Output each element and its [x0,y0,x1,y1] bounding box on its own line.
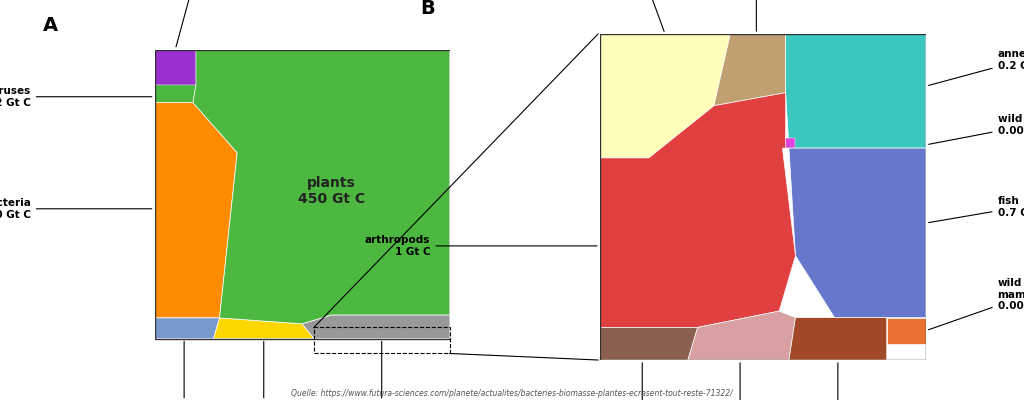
Text: A: A [43,16,57,35]
Polygon shape [155,318,219,338]
Text: wild birds
0.002 Gt C: wild birds 0.002 Gt C [929,114,1024,144]
Text: bacteria
70 Gt C: bacteria 70 Gt C [0,198,152,220]
Polygon shape [688,311,796,360]
Bar [314,327,450,354]
Polygon shape [155,85,196,103]
Text: Quelle: https://www.futura-sciences.com/planete/actualites/bacteries-biomasse-pl: Quelle: https://www.futura-sciences.com/… [291,389,733,398]
Text: B: B [421,0,435,18]
Polygon shape [788,148,926,318]
Text: archaea
7 Gt C: archaea 7 Gt C [172,0,219,47]
Polygon shape [155,103,238,318]
Text: nematodes
0.02 Gt C: nematodes 0.02 Gt C [724,0,790,31]
Text: fungi
12 Gt C: fungi 12 Gt C [243,341,285,400]
Text: arthropods
1 Gt C: arthropods 1 Gt C [365,235,597,257]
Polygon shape [785,34,926,148]
Polygon shape [788,318,887,360]
Text: molluscs
0.2 Gt C: molluscs 0.2 Gt C [607,0,665,31]
Text: wild
mammals
0.007 Gt C: wild mammals 0.007 Gt C [929,278,1024,330]
Polygon shape [600,34,730,158]
Polygon shape [193,50,450,324]
Text: livestock
0.1 Gt C: livestock 0.1 Gt C [714,363,766,400]
Text: viruses
0.2 Gt C: viruses 0.2 Gt C [0,86,152,108]
Text: protists
4 Gt C: protists 4 Gt C [161,341,207,400]
Text: annelids
0.2 Gt C: annelids 0.2 Gt C [929,49,1024,86]
Polygon shape [302,315,450,338]
Polygon shape [600,93,796,327]
Text: cnidarians
0.1 Gt C: cnidarians 0.1 Gt C [611,363,673,400]
Polygon shape [155,50,196,85]
Polygon shape [782,138,796,148]
Text: plants
450 Gt C: plants 450 Gt C [298,176,366,206]
Polygon shape [600,327,697,360]
Text: humans
0.06 Gt C: humans 0.06 Gt C [811,363,865,400]
Text: animals
2 Gt C: animals 2 Gt C [358,341,404,400]
Text: fish
0.7 Gt C: fish 0.7 Gt C [929,196,1024,223]
Polygon shape [214,318,314,338]
Polygon shape [887,318,926,344]
Polygon shape [714,34,785,106]
